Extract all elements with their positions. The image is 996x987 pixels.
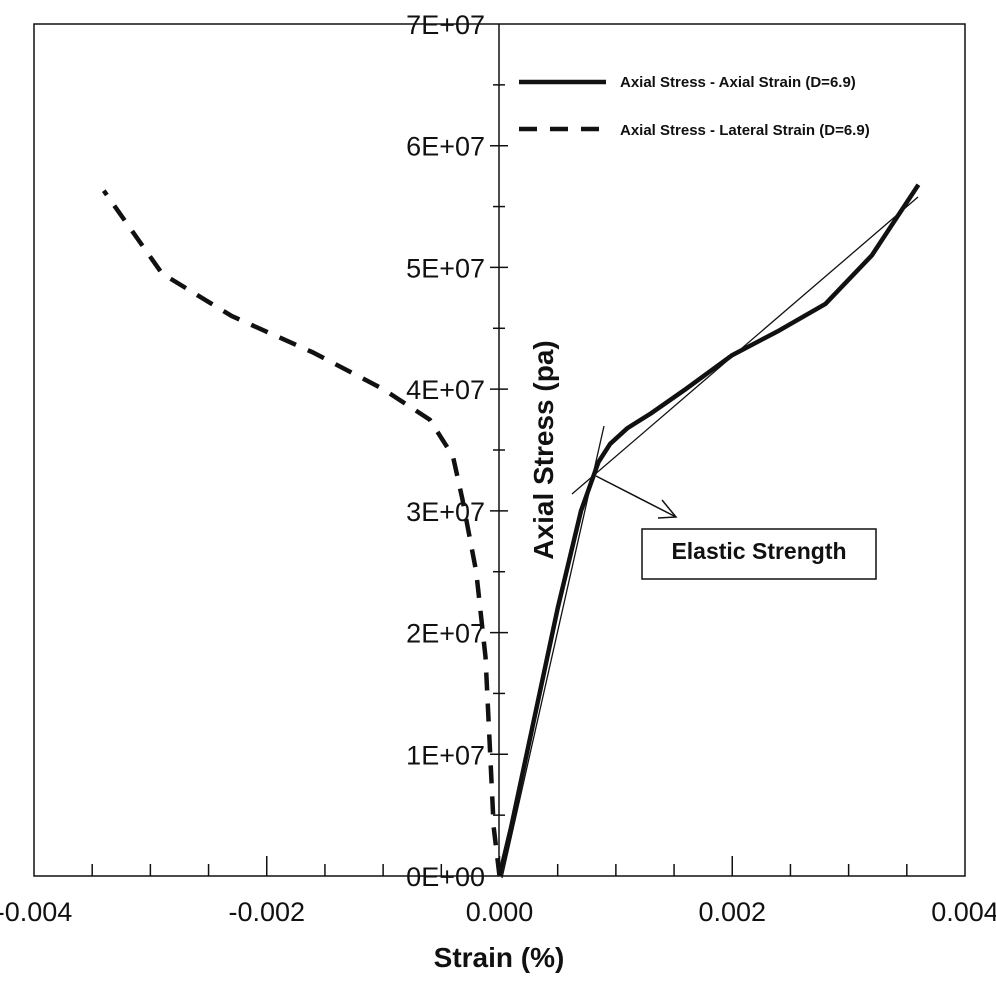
x-axis-tick-labels: -0.004 -0.002 0.000 0.002 0.004 [0, 897, 996, 927]
annotation-box [641, 528, 877, 580]
y-tick-label: 2E+07 [406, 619, 485, 649]
x-tick-label: -0.004 [0, 897, 72, 927]
x-tick-label: 0.002 [698, 897, 766, 927]
x-tick-label: 0.004 [931, 897, 996, 927]
x-axis-title: Strain (%) [434, 942, 565, 973]
annotation-label: Elastic Strength [671, 538, 846, 564]
initial-tangent-line [501, 425, 605, 879]
y-tick-label: 6E+07 [406, 132, 485, 162]
secant-tangent-line [571, 196, 919, 495]
y-tick-label: 7E+07 [406, 10, 485, 40]
y-axis-tick-labels: 0E+00 1E+07 2E+07 3E+07 4E+07 5E+07 6E+07 7E+07 [406, 10, 485, 892]
series-layer [101, 183, 921, 877]
annotation-arrow-shaft [595, 475, 677, 518]
y-tick-label: 3E+07 [406, 497, 485, 527]
y-axis-ticks [490, 84, 508, 816]
y-tick-label: 1E+07 [406, 740, 485, 770]
elastic-strength-annotation: Elastic Strength [641, 528, 877, 580]
x-tick-label: 0.000 [466, 897, 534, 927]
y-tick-label: 0E+00 [406, 862, 485, 892]
y-tick-label: 4E+07 [406, 375, 485, 405]
series-axial-strain-line [497, 183, 921, 877]
x-tick-label: -0.002 [228, 897, 305, 927]
legend: Axial Stress - Axial Strain (D=6.9) Axia… [519, 74, 870, 139]
annotation-arrowhead [657, 499, 678, 519]
legend-label-axial-strain: Axial Stress - Axial Strain (D=6.9) [620, 74, 856, 91]
series-lateral-strain-line [101, 189, 502, 877]
y-tick-label: 5E+07 [406, 253, 485, 283]
elastic-strength-tangent-lines [501, 196, 919, 879]
y-axis-title: Axial Stress (pa) [528, 340, 559, 559]
legend-label-lateral-strain: Axial Stress - Lateral Strain (D=6.9) [620, 122, 870, 139]
